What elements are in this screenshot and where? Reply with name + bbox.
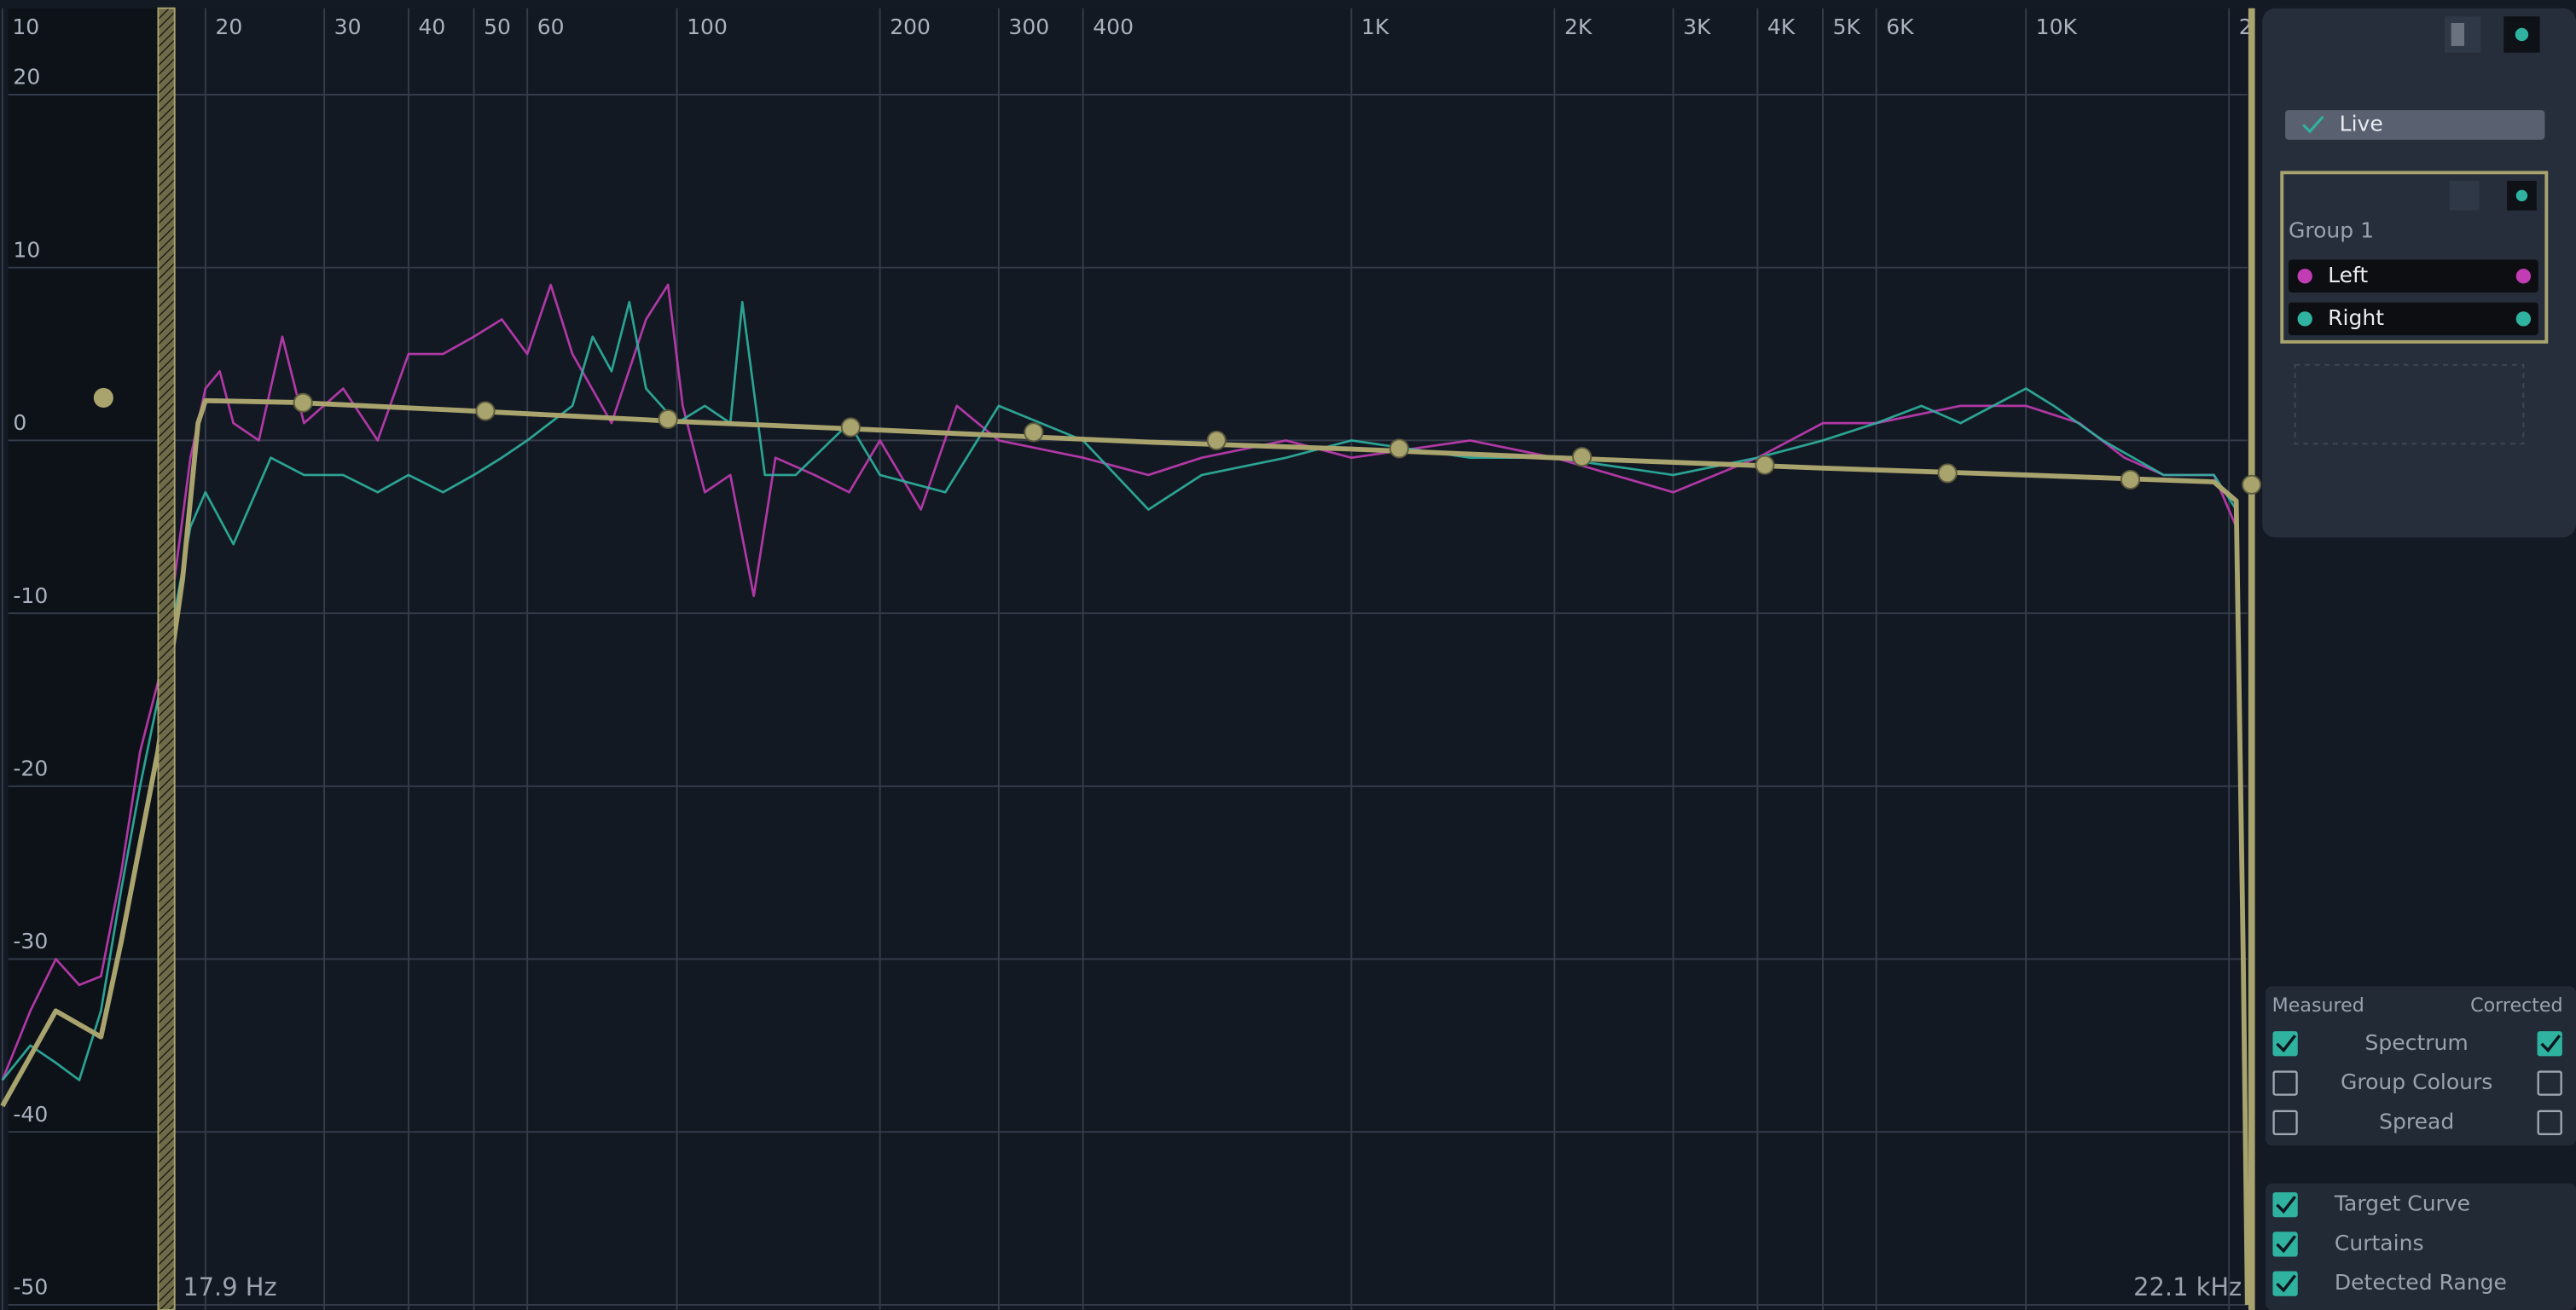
live-check: [2302, 115, 2324, 134]
target-node[interactable]: [475, 401, 496, 421]
checkbox[interactable]: [2272, 1192, 2298, 1218]
channel-name: Right: [2328, 305, 2384, 330]
view-label: Spread: [2379, 1109, 2454, 1133]
checkmark: [2276, 1195, 2297, 1214]
y-tick-label: -20: [13, 756, 48, 781]
x-tick-label: 30: [334, 14, 362, 39]
checkbox[interactable]: [2272, 1070, 2298, 1096]
channel-row[interactable]: [2288, 302, 2538, 336]
y-tick-label: -30: [13, 929, 48, 954]
view-label: Group Colours: [2341, 1069, 2492, 1094]
live-button[interactable]: [2285, 110, 2545, 140]
checkbox[interactable]: [2272, 1031, 2298, 1057]
x-tick-label: 20: [215, 14, 242, 39]
channel-dot: [2515, 311, 2532, 327]
toggle-label: Target Curve: [2334, 1191, 2470, 1216]
target-node[interactable]: [2120, 469, 2141, 490]
layout-icon: [2451, 22, 2465, 46]
toggle-label: Curtains: [2335, 1231, 2424, 1255]
x-tick-label: 10K: [2036, 14, 2078, 39]
y-tick-label: 10: [13, 237, 40, 262]
target-node[interactable]: [1024, 422, 1044, 443]
x-tick-label: 300: [1008, 14, 1049, 39]
gain-handle[interactable]: [93, 387, 113, 408]
target-node[interactable]: [293, 392, 313, 413]
checkmark: [2540, 1035, 2561, 1053]
target-node[interactable]: [840, 417, 861, 438]
x-tick-label: 50: [484, 14, 511, 39]
measured-curve: [1, 300, 2237, 1081]
target-node[interactable]: [1937, 463, 1958, 484]
plot-area: [8, 8, 2248, 1310]
checkbox[interactable]: [2272, 1110, 2298, 1135]
target-node[interactable]: [1389, 438, 1409, 459]
checkmark: [2276, 1235, 2297, 1254]
x-tick-label: 60: [537, 14, 565, 39]
channel-dot: [2515, 269, 2532, 284]
x-tick-label: 2K: [1564, 14, 1593, 39]
view-label: Spectrum: [2365, 1030, 2469, 1055]
link-icon: [2515, 27, 2529, 42]
panel-rows: Spectrum Group Colours Spread Target Curve C…: [2272, 1030, 2562, 1296]
checkmark: [2276, 1274, 2297, 1293]
x-tick-label: 10: [12, 14, 39, 39]
measured-header: Measured: [2272, 994, 2364, 1017]
x-tick-label: 200: [890, 14, 931, 39]
drop-zone[interactable]: [2294, 363, 2525, 445]
y-tick-label: -40: [13, 1102, 48, 1127]
toggle-panel: [2265, 1183, 2576, 1310]
curtain-shade: [8, 8, 173, 1310]
channels: Left Right: [2297, 263, 2532, 330]
x-tick-label: 1K: [1361, 14, 1390, 39]
target-node[interactable]: [1206, 430, 1227, 450]
checkbox[interactable]: [2272, 1271, 2298, 1296]
group-layout-button[interactable]: [2449, 180, 2480, 211]
x-tick-label: 5K: [1833, 14, 1861, 39]
x-tick-label: 4K: [1767, 14, 1796, 39]
y-tick-label: -50: [13, 1275, 48, 1300]
curtain-high-label: 22.1 kHz: [2133, 1272, 2242, 1301]
group-link-icon: [2515, 189, 2528, 202]
channel-name: Left: [2328, 263, 2368, 287]
corrected-header: Corrected: [2470, 994, 2562, 1017]
group-label: Group 1: [2289, 218, 2374, 243]
target-node[interactable]: [1572, 447, 1593, 467]
x-tick-label: 40: [418, 14, 445, 39]
plot: 10 20 30 40 50 60 100 200 300 400 1K 2K 3K 4K 5K 6K 10K 2…: [0, 7, 2255, 1310]
view-panel: [2265, 986, 2576, 1146]
y-tick-label: 20: [13, 65, 40, 90]
y-tick-label: 0: [13, 410, 26, 435]
toggle-label: Detected Range: [2335, 1270, 2507, 1295]
channel-dot: [2297, 311, 2312, 327]
x-tick-label: 6K: [1886, 14, 1914, 39]
target-node[interactable]: [2242, 474, 2262, 495]
x-tick-label: 3K: [1683, 14, 1711, 39]
checkbox[interactable]: [2537, 1070, 2562, 1096]
curtain-low-label: 17.9 Hz: [183, 1272, 276, 1301]
y-tick-label: -10: [13, 583, 48, 608]
checkbox[interactable]: [2537, 1031, 2562, 1057]
target-node[interactable]: [658, 409, 678, 430]
x-tick-label: 400: [1093, 14, 1134, 39]
checkmark: [2276, 1035, 2297, 1053]
curtain-low: [157, 7, 176, 1310]
x-tick-label: 100: [687, 14, 728, 39]
checkbox[interactable]: [2272, 1232, 2298, 1257]
channel-row[interactable]: [2288, 259, 2538, 293]
channel-dot: [2297, 269, 2312, 284]
live-label: Live: [2340, 111, 2383, 136]
checkbox[interactable]: [2537, 1110, 2562, 1135]
target-node[interactable]: [1755, 455, 1775, 475]
